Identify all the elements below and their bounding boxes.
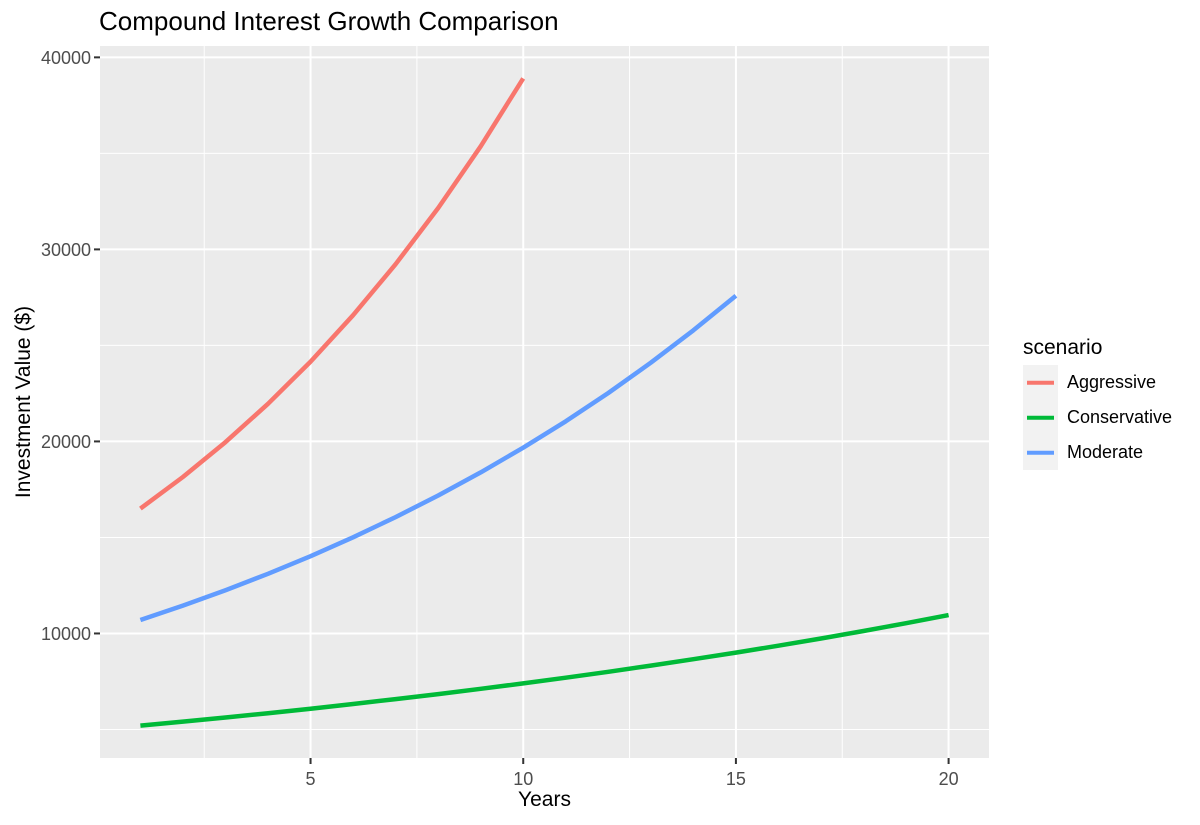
chart-title: Compound Interest Growth Comparison [99, 6, 559, 36]
legend-label: Aggressive [1067, 372, 1157, 392]
legend-key [1023, 365, 1058, 400]
series-line-aggressive [139, 77, 526, 511]
series-line-conservative [140, 612, 950, 728]
panel-background [100, 46, 989, 758]
x-tick-label: 15 [726, 769, 746, 789]
line-swatch-icon [1027, 380, 1054, 385]
legend-key [1023, 400, 1058, 435]
x-tick-label: 20 [939, 769, 959, 789]
x-axis-title: Years [518, 788, 571, 811]
y-tick-label: 30000 [41, 240, 91, 260]
legend-item-aggressive: Aggressive [1023, 365, 1172, 400]
line-swatch-icon [1027, 450, 1054, 455]
x-tick-label: 5 [306, 769, 316, 789]
legend-items: Aggressive Conservative Moderate [1023, 365, 1172, 470]
y-tick-label: 10000 [41, 624, 91, 644]
y-axis-title: Investment Value ($) [12, 305, 35, 499]
legend-item-conservative: Conservative [1023, 400, 1172, 435]
series-line-moderate [139, 293, 738, 623]
y-tick-label: 40000 [41, 48, 91, 68]
legend-title: scenario [1023, 336, 1103, 359]
y-tick-label: 20000 [41, 432, 91, 452]
line-swatch-icon [1027, 415, 1054, 420]
legend-label: Conservative [1067, 407, 1173, 427]
legend-item-moderate: Moderate [1023, 435, 1172, 470]
x-tick-label: 10 [513, 769, 533, 789]
legend: scenario Aggressive Conservative Moderat… [1023, 336, 1172, 470]
legend-key [1023, 435, 1058, 470]
legend-label: Moderate [1067, 442, 1144, 462]
